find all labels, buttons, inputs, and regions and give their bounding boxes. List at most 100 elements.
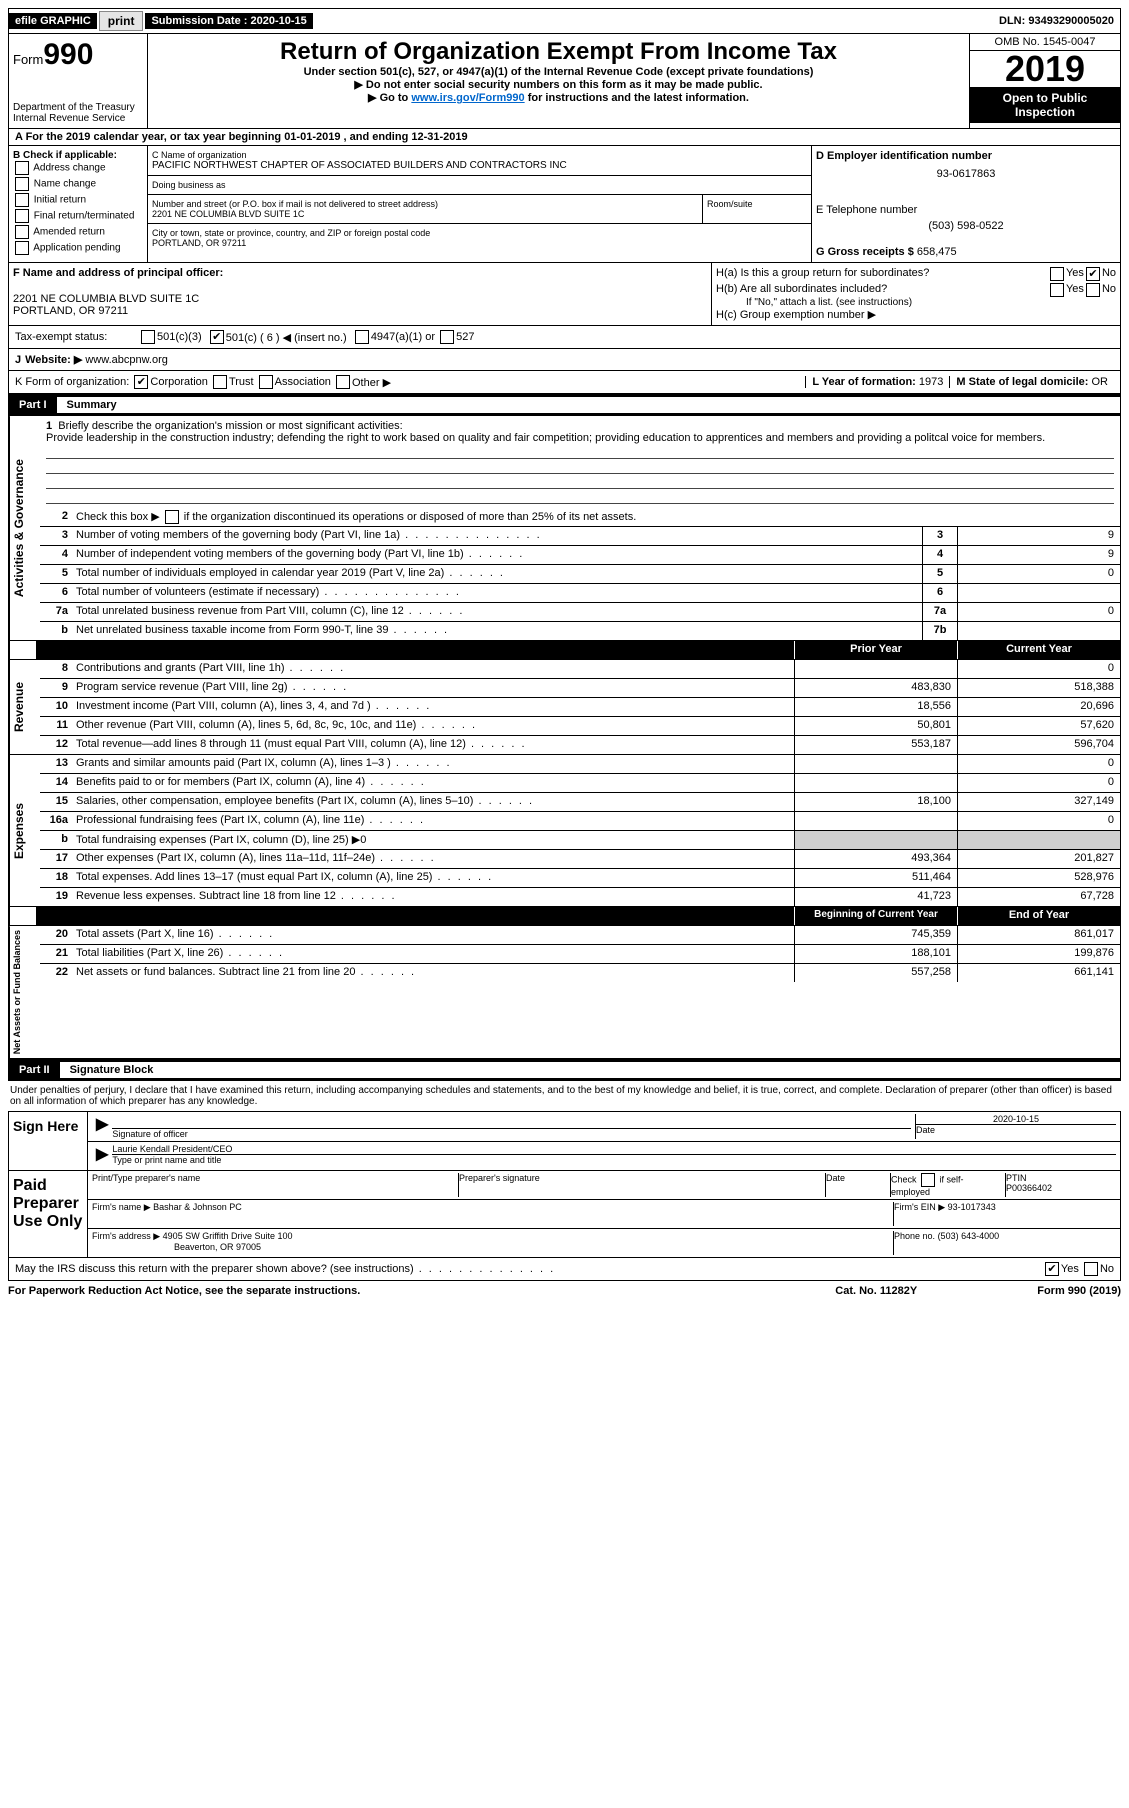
ck-final-return[interactable]: Final return/terminated <box>13 209 143 223</box>
sig-date-cell: 2020-10-15 Date <box>916 1114 1116 1139</box>
penalty-statement: Under penalties of perjury, I declare th… <box>8 1081 1121 1112</box>
form-org-row: K Form of organization: Corporation Trus… <box>8 371 1121 394</box>
ck-other[interactable] <box>336 375 350 389</box>
phone-label: E Telephone number <box>816 204 1116 216</box>
cat-no: Cat. No. 11282Y <box>835 1285 917 1297</box>
act-row-2: 2 Check this box ▶ if the organization d… <box>40 508 1120 527</box>
exp-row-19: 19Revenue less expenses. Subtract line 1… <box>40 888 1120 906</box>
ck-527[interactable] <box>440 330 454 344</box>
city-cell: City or town, state or province, country… <box>148 224 811 252</box>
exp-row-13: 13Grants and similar amounts paid (Part … <box>40 755 1120 774</box>
blank-gap <box>313 19 325 23</box>
open-to-public: Open to Public Inspection <box>970 87 1120 123</box>
exp-row-15: 15Salaries, other compensation, employee… <box>40 793 1120 812</box>
mission-text: Provide leadership in the construction i… <box>46 432 1045 444</box>
sig-officer-cell: Signature of officer <box>112 1114 916 1139</box>
efile-label: efile GRAPHIC <box>9 13 97 29</box>
ck-501c[interactable] <box>210 330 224 344</box>
act-row-4: 4 Number of independent voting members o… <box>40 546 1120 565</box>
sign-here-label: Sign Here <box>9 1112 88 1170</box>
identity-block: B Check if applicable: Address change Na… <box>8 146 1121 263</box>
dept-label: Department of the Treasury Internal Reve… <box>13 102 143 124</box>
discuss-row: May the IRS discuss this return with the… <box>8 1258 1121 1281</box>
form-instruction-1: ▶ Do not enter social security numbers o… <box>152 78 965 91</box>
net-row-20: 20Total assets (Part X, line 16)745,3598… <box>40 926 1120 945</box>
discuss-no[interactable] <box>1084 1262 1098 1276</box>
act-row-5: 5 Total number of individuals employed i… <box>40 565 1120 584</box>
print-button[interactable]: print <box>99 11 144 31</box>
phone-value: (503) 598-0522 <box>816 216 1116 236</box>
fin-header-grid: Prior Year Current Year <box>8 641 1121 660</box>
rev-row-9: 9Program service revenue (Part VIII, lin… <box>40 679 1120 698</box>
street-cell: Number and street (or P.O. box if mail i… <box>148 195 703 224</box>
prep-date-cell: Date <box>826 1173 891 1197</box>
room-cell: Room/suite <box>703 195 811 224</box>
firm-name-cell: Firm's name ▶ Bashar & Johnson PC <box>92 1202 894 1226</box>
firm-phone-cell: Phone no. (503) 643-4000 <box>894 1231 1116 1255</box>
hb-yes[interactable] <box>1050 283 1064 297</box>
net-header-row: Beginning of Current Year End of Year <box>36 907 1120 925</box>
year-formation: L Year of formation: 1973 <box>805 376 949 388</box>
exp-row-17: 17Other expenses (Part IX, column (A), l… <box>40 850 1120 869</box>
paid-preparer-label: Paid Preparer Use Only <box>9 1171 88 1257</box>
hb-no[interactable] <box>1086 283 1100 297</box>
block-b-title: B Check if applicable: <box>13 150 143 161</box>
act-row-7b: b Net unrelated business taxable income … <box>40 622 1120 640</box>
exp-row-16a: 16aProfessional fundraising fees (Part I… <box>40 812 1120 831</box>
ha-yes[interactable] <box>1050 267 1064 281</box>
ck-501c3[interactable] <box>141 330 155 344</box>
topbar: efile GRAPHIC print Submission Date : 20… <box>8 8 1121 34</box>
org-name: PACIFIC NORTHWEST CHAPTER OF ASSOCIATED … <box>152 160 807 171</box>
form-page-label: Form 990 (2019) <box>1037 1285 1121 1297</box>
form-title: Return of Organization Exempt From Incom… <box>152 38 965 66</box>
sign-here-table: Sign Here ▶ Signature of officer 2020-10… <box>8 1112 1121 1171</box>
ck-self-employed[interactable] <box>921 1173 935 1187</box>
form-instruction-2: ▶ Go to www.irs.gov/Form990 for instruct… <box>152 91 965 104</box>
ck-4947[interactable] <box>355 330 369 344</box>
ha-no[interactable] <box>1086 267 1100 281</box>
ck-assoc[interactable] <box>259 375 273 389</box>
net-row-22: 22Net assets or fund balances. Subtract … <box>40 964 1120 982</box>
exp-row-14: 14Benefits paid to or for members (Part … <box>40 774 1120 793</box>
officer-group-block: F Name and address of principal officer:… <box>8 263 1121 326</box>
gross-receipts: G Gross receipts $ 658,475 <box>816 246 1116 258</box>
dba-cell: Doing business as <box>148 176 811 195</box>
ck-name-change[interactable]: Name change <box>13 177 143 191</box>
rev-row-12: 12Total revenue—add lines 8 through 11 (… <box>40 736 1120 754</box>
act-row-3: 3 Number of voting members of the govern… <box>40 527 1120 546</box>
ck-discontinued[interactable] <box>165 510 179 524</box>
side-net: Net Assets or Fund Balances <box>9 926 40 1058</box>
prep-selfemp-cell: Check if self-employed <box>891 1173 1006 1197</box>
side-revenue: Revenue <box>9 660 40 754</box>
arrow-icon: ▶ <box>92 1144 112 1168</box>
net-row-21: 21Total liabilities (Part X, line 26)188… <box>40 945 1120 964</box>
hb-row: H(b) Are all subordinates included? Yes … <box>716 283 1116 297</box>
net-header-grid: Beginning of Current Year End of Year <box>8 907 1121 926</box>
dln-label: DLN: 93493290005020 <box>999 15 1120 27</box>
form-number: Form990 <box>13 38 143 72</box>
firm-addr-cell: Firm's address ▶ 4905 SW Griffith Drive … <box>92 1231 894 1255</box>
submission-date-label: Submission Date : 2020-10-15 <box>145 13 312 29</box>
ck-app-pending[interactable]: Application pending <box>13 241 143 255</box>
ck-amended[interactable]: Amended return <box>13 225 143 239</box>
fin-header-row: Prior Year Current Year <box>36 641 1120 659</box>
mission-block: 1 Briefly describe the organization's mi… <box>40 416 1120 508</box>
side-activities: Activities & Governance <box>9 416 40 640</box>
rev-row-8: 8Contributions and grants (Part VIII, li… <box>40 660 1120 679</box>
ck-initial-return[interactable]: Initial return <box>13 193 143 207</box>
ck-trust[interactable] <box>213 375 227 389</box>
discuss-yes[interactable] <box>1045 1262 1059 1276</box>
prep-sig-cell: Preparer's signature <box>459 1173 826 1197</box>
ein-value: 93-0617863 <box>816 162 1116 186</box>
ck-addr-change[interactable]: Address change <box>13 161 143 175</box>
tax-period-line: A For the 2019 calendar year, or tax yea… <box>8 129 1121 146</box>
prep-ptin-cell: PTIN P00366402 <box>1006 1173 1116 1197</box>
net-grid: Net Assets or Fund Balances 20Total asse… <box>8 926 1121 1059</box>
officer-addr2: PORTLAND, OR 97211 <box>13 305 707 317</box>
exp-row-18: 18Total expenses. Add lines 13–17 (must … <box>40 869 1120 888</box>
tax-year: 2019 <box>970 51 1120 87</box>
form990-link[interactable]: www.irs.gov/Form990 <box>411 92 524 104</box>
part1-bar: Part I Summary <box>8 394 1121 416</box>
rev-row-10: 10Investment income (Part VIII, column (… <box>40 698 1120 717</box>
ck-corp[interactable] <box>134 375 148 389</box>
